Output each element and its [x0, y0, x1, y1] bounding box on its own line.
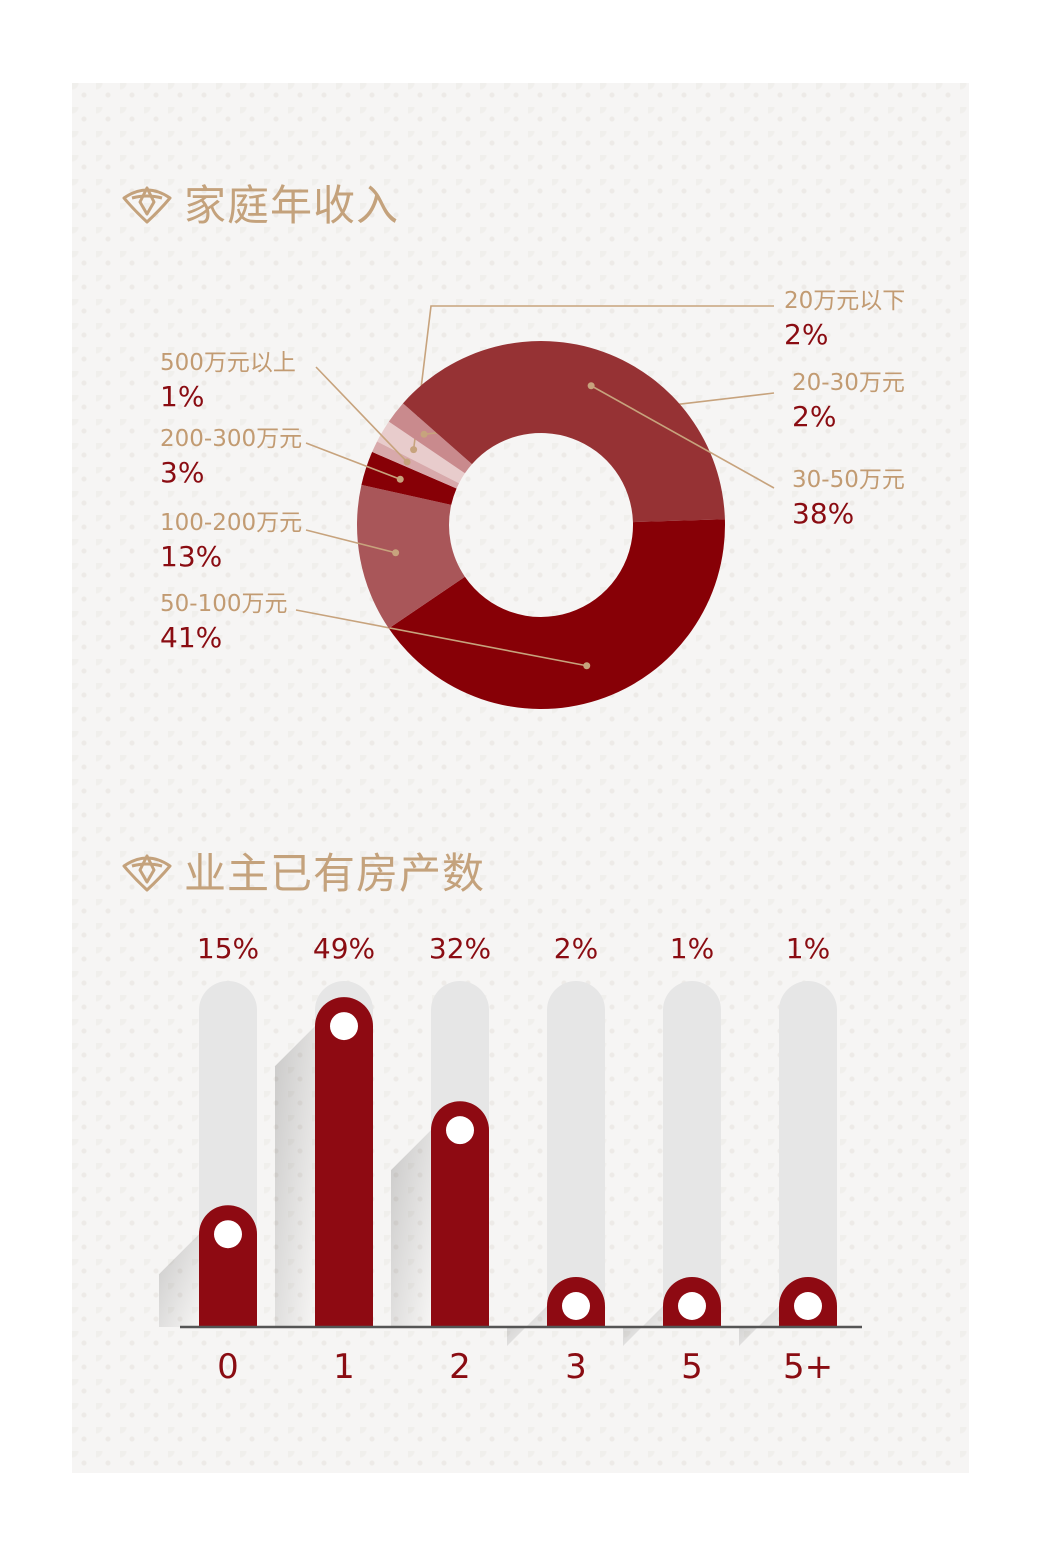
slice-percent-label: 41%: [160, 621, 222, 654]
bar-category-label: 0: [217, 1347, 239, 1387]
slice-percent-label: 38%: [792, 497, 854, 530]
bar-track: [779, 981, 837, 1327]
section-heading-properties: 业主已有房产数: [120, 840, 485, 901]
bar-value-label: 15%: [197, 932, 259, 965]
bar-marker-dot: [678, 1292, 706, 1320]
bar-value-label: 32%: [429, 932, 491, 965]
leader-dot: [396, 475, 404, 483]
leader-dot: [583, 662, 591, 670]
bar: [315, 997, 373, 1327]
leader-dot: [410, 446, 418, 454]
leader-line: [305, 442, 401, 481]
bar-shadow: [391, 1130, 431, 1327]
bar-marker-dot: [330, 1012, 358, 1041]
lotus-emblem-icon: [122, 186, 172, 223]
bar-marker-dot: [214, 1220, 242, 1249]
bar-category-label: 5: [681, 1347, 703, 1387]
slice-percent-label: 13%: [160, 540, 222, 573]
donut-chart: 20万元以下 2% 20-30万元 2% 30-50万元 38% 50-100万元 41% 10…: [160, 288, 905, 709]
slice-percent-label: 1%: [160, 380, 204, 413]
leader-dot: [420, 430, 428, 438]
donut-slice: [356, 484, 465, 629]
leader-line: [295, 609, 587, 667]
donut-slice: [377, 421, 465, 484]
slice-category-label: 100-200万元: [160, 510, 302, 536]
bar-value-label: 1%: [670, 932, 714, 965]
lotus-emblem-icon: [122, 854, 172, 891]
bar-category-label: 5+: [783, 1347, 833, 1387]
bar-marker-dot: [794, 1292, 822, 1320]
slice-category-label: 20万元以下: [784, 288, 905, 314]
bar-marker-dot: [562, 1292, 590, 1320]
slice-category-label: 20-30万元: [792, 370, 905, 396]
leader-line: [315, 366, 408, 463]
slice-category-label: 30-50万元: [792, 467, 905, 493]
bar-category-label: 2: [449, 1347, 471, 1387]
section-title: 家庭年收入: [184, 181, 400, 230]
slice-percent-label: 2%: [792, 400, 836, 433]
leader-dot: [587, 382, 595, 390]
donut-slice: [372, 441, 460, 489]
bar: [431, 1101, 489, 1327]
bar-category-label: 3: [565, 1347, 587, 1387]
slice-category-label: 500万元以上: [160, 350, 296, 376]
bar-category-label: 1: [333, 1347, 355, 1387]
slice-category-label: 50-100万元: [160, 591, 287, 617]
section-heading-income: 家庭年收入: [120, 172, 399, 233]
leader-dot: [403, 458, 411, 466]
donut-slice: [388, 403, 472, 474]
bar-value-label: 49%: [313, 932, 375, 965]
bar-marker-dot: [446, 1116, 474, 1145]
leader-line: [590, 385, 775, 489]
bar: [199, 1205, 257, 1327]
leader-line: [305, 529, 396, 554]
donut-slice: [402, 341, 725, 523]
bar-chart: 15% 0 49% 1 32% 2 2% 3 1% 5 1% 5+: [159, 932, 862, 1387]
donut-slice: [361, 451, 457, 505]
slice-category-label: 200-300万元: [160, 426, 302, 452]
section-title: 业主已有房产数: [184, 849, 486, 898]
slice-percent-label: 2%: [784, 318, 828, 351]
donut-slice: [388, 519, 725, 709]
slice-percent-label: 3%: [160, 456, 204, 489]
bar-value-label: 2%: [554, 932, 598, 965]
leader-dot: [392, 549, 400, 557]
bar-shadow: [275, 1026, 315, 1327]
bar-track: [663, 981, 721, 1327]
bar-track: [547, 981, 605, 1327]
bar-shadow: [159, 1234, 199, 1327]
bar-value-label: 1%: [786, 932, 830, 965]
